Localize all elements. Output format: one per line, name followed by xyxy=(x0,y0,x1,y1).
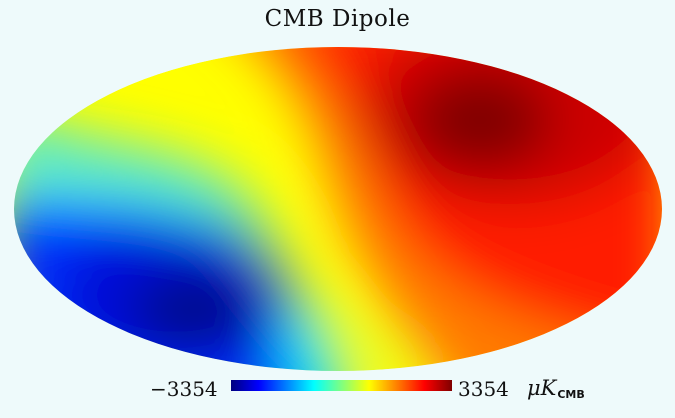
colorbar-unit-label: μKCMB xyxy=(527,376,585,401)
colorbar-unit-subscript: CMB xyxy=(557,388,585,401)
colorbar-max-label: 3354 xyxy=(458,377,509,401)
colorbar-unit-symbol: μK xyxy=(527,376,557,400)
colorbar-min-label: −3354 xyxy=(150,377,218,401)
colorbar xyxy=(231,380,452,391)
map-title: CMB Dipole xyxy=(264,6,411,32)
